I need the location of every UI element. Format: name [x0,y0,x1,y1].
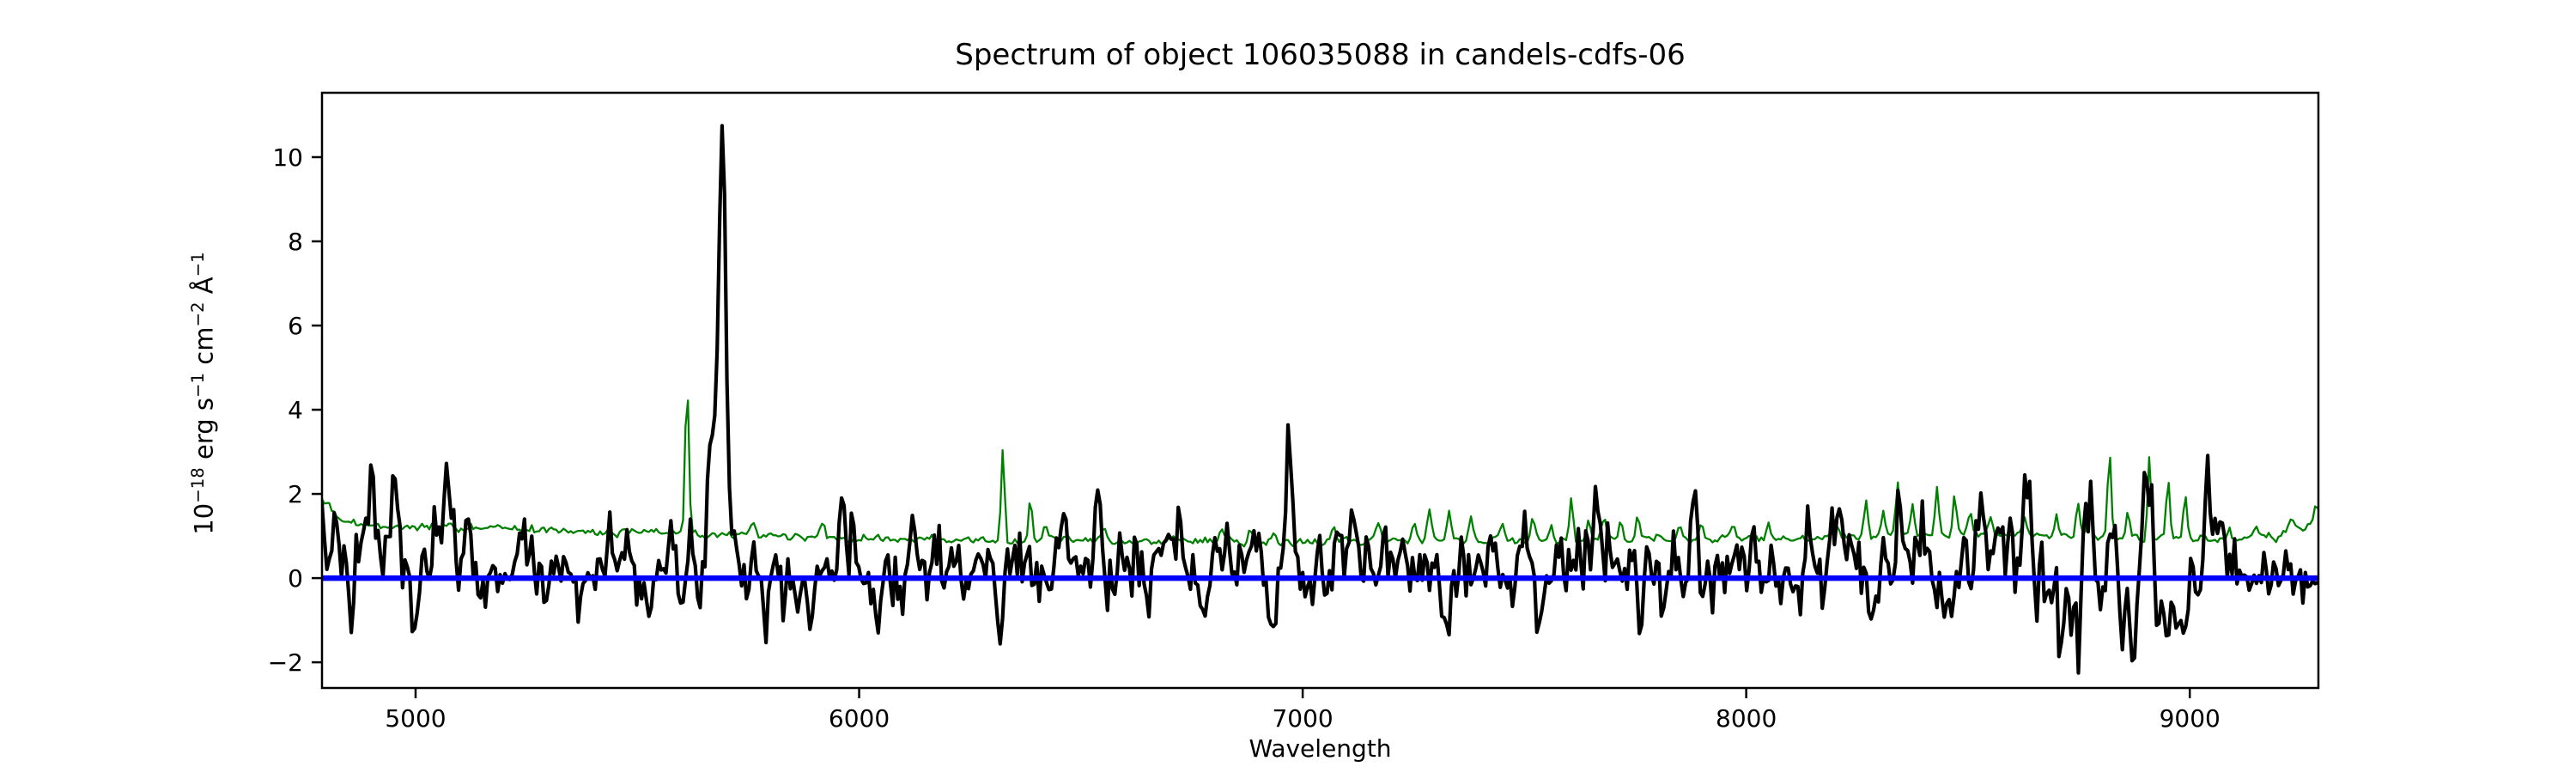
y-tick-label: −2 [268,648,303,677]
y-axis-label: 10−18 erg s−1 cm−2 Å−1 [184,93,219,694]
x-tick-label: 8000 [1716,704,1777,733]
x-axis-label: Wavelength [1249,734,1392,763]
plot-frame [320,91,2320,690]
x-tick-label: 5000 [385,704,446,733]
y-axis-label-part: 10 [189,502,219,535]
y-axis-label-part: −18 [188,467,208,503]
axis-ticks-group: 5000 6000 7000 8000 9000 −2 0 2 4 6 8 10 [268,143,2221,733]
x-tick-label: 7000 [1272,704,1333,733]
y-tick-label: 8 [288,228,303,256]
x-tick-label: 9000 [2160,704,2221,733]
y-axis-label-part: −2 [188,301,208,327]
y-axis-label-part: cm [189,326,219,373]
sky-noise-spectrum-line [322,399,2318,548]
y-axis-label-part: −1 [188,372,208,398]
y-tick-label: 4 [288,396,303,424]
y-tick-label: 0 [288,564,303,593]
y-axis-label-part: erg s [189,397,219,468]
y-axis-label-part: −1 [188,252,208,277]
y-axis-label-part: Å [189,277,219,302]
data-lines-group [322,124,2318,675]
flux-spectrum-line [322,124,2318,675]
y-tick-label: 2 [288,480,303,508]
y-tick-label: 10 [272,143,303,172]
y-tick-label: 6 [288,312,303,340]
chart-title: Spectrum of object 106035088 in candels-… [955,38,1686,72]
x-tick-label: 6000 [829,704,890,733]
